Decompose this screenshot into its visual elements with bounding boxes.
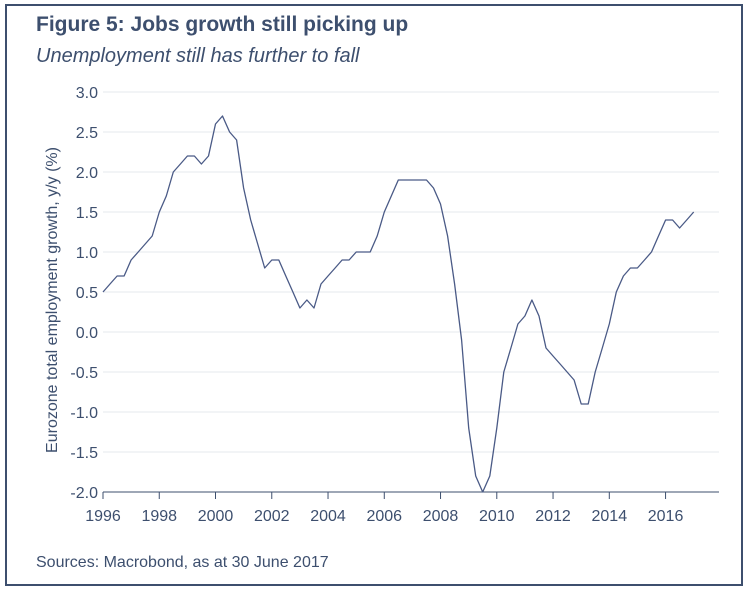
x-tick-label: 2006 [366, 508, 402, 525]
x-tick-label: 2010 [479, 508, 515, 525]
x-tick-label: 2008 [423, 508, 459, 525]
figure-frame [5, 4, 743, 586]
y-axis-label: Eurozone total employment growth, y/y (%… [44, 147, 61, 453]
y-tick-label: 1.0 [76, 245, 98, 262]
y-tick-label: -1.5 [70, 445, 98, 462]
series-group [102, 115, 695, 493]
y-tick-label: 0.0 [76, 325, 98, 342]
y-tick-label: 1.5 [76, 205, 98, 222]
y-tick-label: -0.5 [70, 365, 98, 382]
source-note: Sources: Macrobond, as at 30 June 2017 [36, 554, 329, 571]
x-tick-label: 2016 [648, 508, 684, 525]
series-line [102, 115, 695, 493]
y-tick-label: 2.0 [76, 165, 98, 182]
x-tick-label: 2000 [198, 508, 234, 525]
y-tick-label: -2.0 [70, 485, 98, 502]
x-tick-label: 1996 [85, 508, 121, 525]
y-tick-label: -1.0 [70, 405, 98, 422]
x-axis: 1996 1998 2000 2002 2004 2006 2008 2010 2012 2014… [85, 491, 719, 525]
y-tick-label: 0.5 [76, 285, 98, 302]
figure-title: Figure 5: Jobs growth still picking up [36, 13, 409, 36]
y-tick-label: 3.0 [76, 85, 98, 102]
x-tick-label: 2012 [535, 508, 571, 525]
y-tick-label: 2.5 [76, 125, 98, 142]
x-tick-label: 2004 [310, 508, 346, 525]
x-tick-label: 2002 [254, 508, 290, 525]
y-axis-ticks: 3.0 2.5 2.0 1.5 1.0 0.5 0.0 -0.5 -1.0 -1.5 -2.0 [70, 85, 98, 502]
figure-subtitle: Unemployment still has further to fall [36, 45, 360, 67]
x-tick-label: 1998 [141, 508, 177, 525]
x-tick-label: 2014 [592, 508, 628, 525]
